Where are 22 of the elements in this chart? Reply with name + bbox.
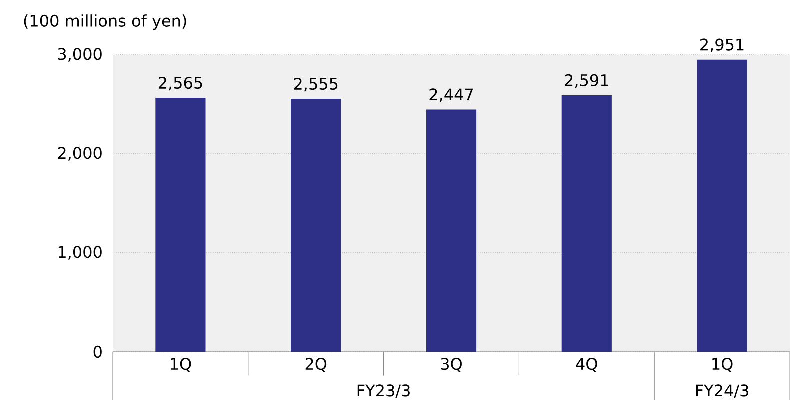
x-tick-label: 3Q: [441, 358, 462, 372]
y-axis-title: (100 millions of yen): [24, 14, 186, 30]
x-tick-label: 2Q: [306, 358, 327, 372]
text: FY23/3: [358, 384, 410, 398]
text: FY24/3: [696, 384, 748, 398]
bar: [156, 98, 206, 352]
x-tick-label: 4Q: [576, 358, 598, 372]
data-label: 2,591: [565, 74, 608, 88]
y-tick-label: 0: [94, 346, 102, 358]
y-tick-label: 3,000: [58, 48, 102, 62]
bar: [291, 99, 342, 352]
data-label: 2,951: [700, 38, 744, 52]
x-tick-label: 1Q: [171, 358, 192, 372]
y-tick-label: 2,000: [58, 147, 102, 161]
bar: [426, 110, 477, 352]
bar: [562, 95, 612, 352]
y-tick-label: 1,000: [58, 246, 102, 260]
data-label: 2,447: [430, 88, 474, 102]
bar: [697, 60, 748, 352]
x-tick-label: 1Q: [712, 358, 733, 372]
data-label: 2,565: [158, 76, 202, 91]
data-label: 2,555: [294, 78, 338, 92]
